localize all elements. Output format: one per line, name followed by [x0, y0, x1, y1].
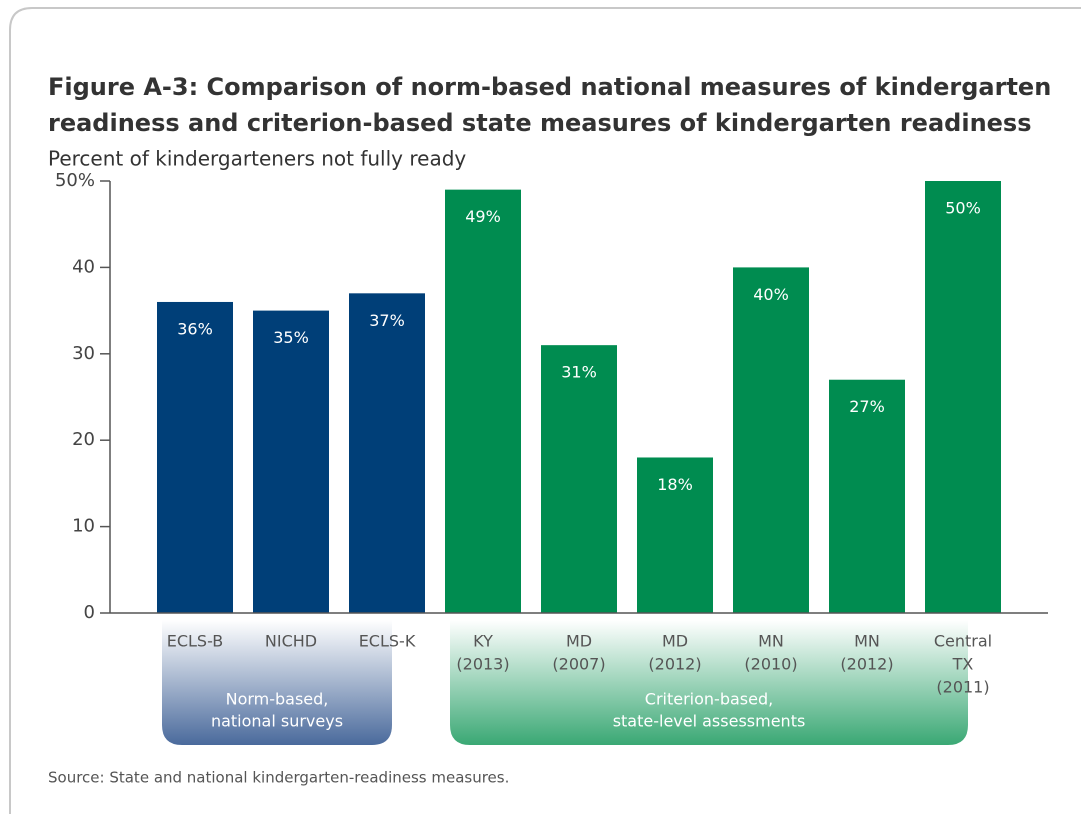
bar: [925, 181, 1001, 613]
y-tick-label: 10: [72, 516, 95, 537]
value-label: 49%: [465, 207, 501, 226]
x-tick-label: Central: [934, 632, 992, 651]
value-label: 35%: [273, 328, 309, 347]
y-tick-label: 40: [72, 256, 95, 277]
y-tick-label: 50%: [55, 170, 95, 191]
group-label: Norm-based,: [226, 690, 329, 709]
bar: [541, 345, 617, 613]
x-tick-label: TX: [952, 655, 974, 674]
y-tick-label: 20: [72, 429, 95, 450]
card-border: [9, 7, 1081, 814]
chart-title: readiness and criterion-based state meas…: [48, 109, 1032, 137]
value-label: 50%: [945, 199, 981, 218]
group-label: national surveys: [211, 712, 343, 731]
value-label: 27%: [849, 397, 885, 416]
x-tick-label: MN: [854, 632, 880, 651]
bar: [829, 379, 905, 613]
value-label: 18%: [657, 475, 693, 494]
bar: [637, 457, 713, 613]
x-tick-label: NICHD: [265, 632, 317, 651]
x-tick-label: ECLS-B: [167, 632, 224, 651]
group-label: Criterion-based,: [645, 690, 773, 709]
value-label: 31%: [561, 363, 597, 382]
chart-title: Figure A-3: Comparison of norm-based nat…: [48, 73, 1051, 101]
chart-subtitle: Percent of kindergarteners not fully rea…: [48, 147, 466, 171]
x-tick-label: MD: [662, 632, 688, 651]
x-tick-label: MN: [758, 632, 784, 651]
source-note: Source: State and national kindergarten-…: [48, 769, 509, 787]
x-tick-label: KY: [473, 632, 493, 651]
x-tick-label: (2010): [744, 655, 797, 674]
x-tick-label: ECLS-K: [359, 632, 416, 651]
x-tick-label: MD: [566, 632, 592, 651]
x-tick-label: (2012): [840, 655, 893, 674]
bar: [349, 293, 425, 613]
bar: [253, 310, 329, 613]
bar: [733, 267, 809, 613]
group-band: [450, 620, 968, 745]
bar: [157, 301, 233, 613]
value-label: 40%: [753, 285, 789, 304]
x-tick-label: (2012): [648, 655, 701, 674]
group-label: state-level assessments: [613, 712, 806, 731]
value-label: 36%: [177, 319, 213, 338]
y-tick-label: 0: [84, 602, 95, 623]
y-tick-label: 30: [72, 343, 95, 364]
x-tick-label: (2013): [456, 655, 509, 674]
x-tick-label: (2011): [936, 678, 989, 697]
group-band: [162, 620, 392, 745]
bar: [445, 189, 521, 613]
x-tick-label: (2007): [552, 655, 605, 674]
value-label: 37%: [369, 311, 405, 330]
